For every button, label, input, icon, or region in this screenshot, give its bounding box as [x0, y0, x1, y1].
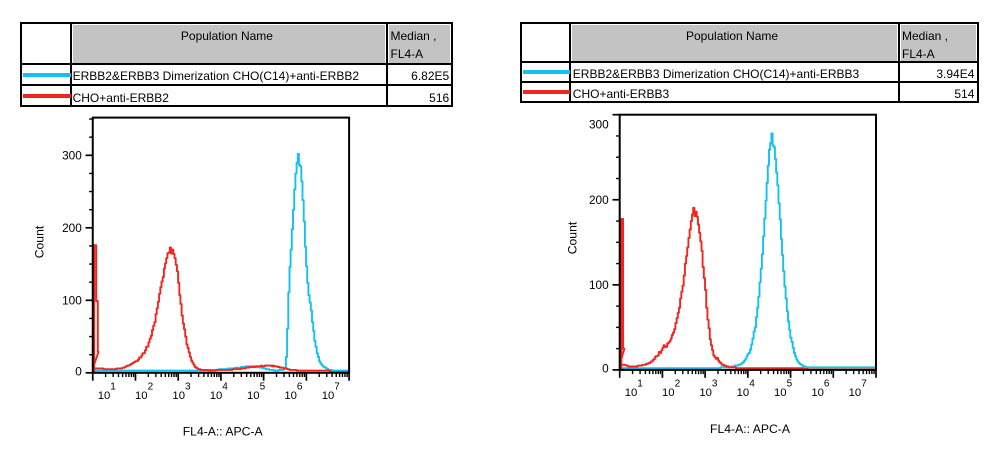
svg-text:0: 0 — [602, 361, 609, 375]
svg-text:105: 105 — [774, 379, 793, 399]
svg-text:101: 101 — [625, 379, 644, 399]
svg-text:101: 101 — [98, 382, 117, 402]
svg-text:Count: Count — [565, 221, 579, 254]
svg-text:FL4-A:: APC-A: FL4-A:: APC-A — [183, 424, 264, 438]
svg-text:105: 105 — [247, 382, 266, 402]
svg-text:300: 300 — [62, 148, 82, 162]
svg-text:104: 104 — [737, 379, 756, 399]
svg-text:107: 107 — [322, 382, 341, 402]
svg-text:103: 103 — [172, 382, 191, 402]
svg-text:100: 100 — [589, 278, 609, 292]
svg-text:106: 106 — [284, 382, 303, 402]
svg-text:0: 0 — [75, 364, 82, 378]
svg-text:200: 200 — [589, 193, 609, 207]
svg-text:102: 102 — [662, 379, 681, 399]
svg-text:FL4-A:: APC-A: FL4-A:: APC-A — [710, 422, 791, 436]
svg-text:103: 103 — [699, 379, 718, 399]
svg-text:104: 104 — [210, 382, 229, 402]
svg-text:300: 300 — [589, 118, 609, 132]
svg-text:Count: Count — [32, 225, 46, 258]
svg-text:107: 107 — [849, 379, 868, 399]
svg-text:102: 102 — [135, 382, 154, 402]
svg-text:106: 106 — [811, 379, 830, 399]
svg-text:100: 100 — [62, 293, 82, 307]
svg-text:200: 200 — [62, 221, 82, 235]
